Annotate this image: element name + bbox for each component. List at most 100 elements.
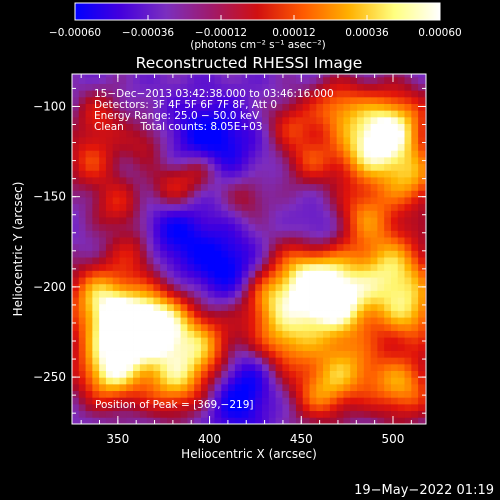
heatmap-cell [411, 130, 419, 138]
heatmap-cell [160, 297, 168, 305]
heatmap-cell [92, 190, 100, 198]
heatmap-cell [363, 403, 372, 412]
heatmap-cell [78, 170, 86, 178]
heatmap-cell [241, 363, 249, 371]
heatmap-cell [390, 310, 399, 318]
heatmap-cell [126, 190, 134, 198]
heatmap-cell [200, 143, 209, 151]
heatmap-cell [228, 76, 236, 84]
heatmap-cell [105, 96, 114, 104]
heatmap-cell [194, 110, 202, 118]
heatmap-cell [397, 250, 405, 258]
heatmap-cell [72, 330, 80, 338]
heatmap-cell [133, 257, 141, 265]
heatmap-cell [200, 110, 209, 118]
heatmap-cell [323, 237, 331, 245]
heatmap-cell [194, 156, 202, 165]
heatmap-cell [146, 96, 154, 104]
heatmap-cell [160, 116, 168, 125]
heatmap-cell [207, 210, 215, 218]
heatmap-cell [302, 383, 310, 392]
heatmap-cell [241, 210, 249, 218]
heatmap-cell [302, 103, 310, 111]
heatmap-cell [418, 257, 426, 265]
heatmap-cell [214, 357, 222, 365]
heatmap-cell [350, 197, 358, 205]
heatmap-cell [194, 337, 202, 345]
heatmap-cell [112, 323, 120, 331]
heatmap-cell [241, 410, 249, 418]
heatmap-cell [295, 330, 304, 338]
heatmap-cell [275, 250, 283, 258]
heatmap-cell [221, 76, 229, 84]
heatmap-cell [112, 317, 120, 325]
heatmap-cell [234, 183, 243, 191]
heatmap-cell [268, 223, 276, 231]
heatmap-cell [295, 170, 304, 178]
heatmap-cell [72, 350, 80, 358]
heatmap-cell [424, 210, 426, 218]
heatmap-cell [411, 297, 419, 305]
heatmap-cell [363, 223, 372, 231]
heatmap-cell [126, 410, 134, 418]
heatmap-cell [126, 350, 134, 358]
heatmap-cell [112, 116, 120, 125]
heatmap-cell [119, 103, 127, 111]
heatmap-cell [384, 310, 392, 318]
heatmap-cell [99, 390, 107, 398]
heatmap-cell [282, 143, 290, 151]
heatmap-cell [139, 143, 148, 151]
heatmap-cell [85, 263, 93, 271]
heatmap-cell [424, 197, 426, 205]
heatmap-cell [92, 136, 100, 145]
heatmap-cell [377, 257, 385, 265]
colorbar-ticks: −0.00060 −0.00036 −0.00012 0.00012 0.00036 0.… [49, 2, 462, 39]
heatmap-cell [194, 163, 202, 171]
heatmap-cell [180, 90, 188, 98]
heatmap-cell [72, 317, 80, 325]
heatmap-cell [126, 183, 134, 191]
heatmap-cell [228, 96, 236, 104]
heatmap-cell [302, 370, 310, 378]
heatmap-cell [350, 183, 358, 191]
heatmap-cell [316, 183, 324, 191]
heatmap-cell [160, 210, 168, 218]
heatmap-cell [390, 403, 399, 412]
heatmap-cell [173, 170, 181, 178]
heatmap-cell [180, 330, 188, 338]
heatmap-cell [167, 143, 175, 151]
heatmap-cell [228, 417, 236, 424]
heatmap-cell [384, 210, 392, 218]
heatmap-cell [146, 343, 154, 351]
heatmap-cell [187, 303, 195, 311]
heatmap-cell [146, 410, 154, 418]
heatmap-cell [160, 136, 168, 145]
heatmap-cell [384, 163, 392, 171]
heatmap-cell [173, 290, 181, 298]
heatmap-cell [295, 76, 304, 84]
heatmap-cell [153, 303, 161, 311]
heatmap-cell [78, 116, 86, 125]
heatmap-cell [153, 190, 161, 198]
heatmap-cell [207, 357, 215, 365]
heatmap-cell [404, 377, 412, 385]
heatmap-cell [289, 337, 297, 345]
heatmap-cell [404, 297, 412, 305]
heatmap-cell [167, 83, 175, 91]
heatmap-cell [350, 203, 358, 211]
heatmap-cell [241, 237, 249, 245]
heatmap-cell [241, 177, 249, 185]
heatmap-cell [72, 223, 80, 231]
heatmap-cell [390, 96, 399, 104]
heatmap-cell [384, 136, 392, 145]
heatmap-cell [418, 323, 426, 331]
heatmap-cell [207, 397, 215, 405]
heatmap-cell [268, 143, 276, 151]
heatmap-cell [370, 403, 378, 412]
heatmap-cell [268, 323, 276, 331]
heatmap-cell [133, 230, 141, 238]
heatmap-cell [384, 123, 392, 131]
heatmap-cell [329, 83, 338, 91]
heatmap-cell [167, 210, 175, 218]
heatmap-cell [370, 257, 378, 265]
